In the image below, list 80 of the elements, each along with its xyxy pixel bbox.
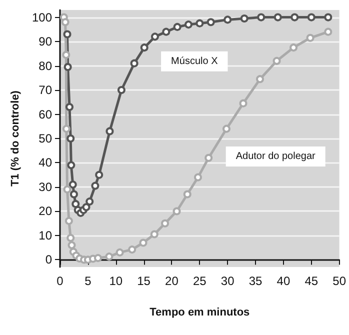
point [82, 203, 90, 212]
point [290, 13, 299, 22]
point [63, 30, 72, 38]
point [70, 190, 78, 198]
point [68, 180, 77, 189]
y-tick-label: 70 [38, 83, 52, 98]
x-tick-label: 40 [276, 274, 290, 288]
point [63, 185, 72, 194]
y-tick-label: 80 [38, 58, 52, 73]
point [150, 230, 158, 238]
point [61, 18, 70, 26]
series-label: Adutor do polegar [236, 150, 316, 162]
x-tick-label: 20 [165, 274, 179, 288]
x-tick-label: 50 [332, 274, 346, 288]
y-tick-label: 50 [38, 132, 52, 146]
point [64, 62, 72, 71]
point [94, 254, 102, 262]
x-tick-label: 10 [109, 274, 123, 288]
point [173, 22, 182, 31]
point [196, 19, 204, 28]
point [206, 18, 215, 26]
y-tick-label: 30 [38, 180, 52, 194]
point [117, 86, 126, 94]
point [67, 161, 76, 170]
point [86, 198, 94, 206]
point [68, 241, 76, 250]
x-axis-title: Tempo em minutos [150, 306, 250, 318]
point [62, 124, 70, 133]
y-axis-title: T1 (% do controle) [10, 90, 22, 186]
point [172, 207, 181, 216]
point [239, 99, 248, 108]
point [91, 182, 100, 190]
point [274, 13, 282, 22]
y-tick-label: 100 [32, 10, 52, 24]
point [95, 170, 104, 179]
point [64, 216, 73, 225]
x-tick-label: 45 [304, 274, 318, 288]
point [272, 56, 281, 65]
point [116, 248, 124, 256]
point [240, 14, 248, 22]
point [130, 59, 138, 68]
y-tick-label: 0 [45, 252, 52, 267]
point [324, 28, 332, 36]
point [194, 173, 202, 182]
x-tick-label: 5 [84, 274, 92, 288]
point [224, 16, 232, 24]
point [184, 20, 192, 29]
point [222, 124, 230, 133]
point [161, 219, 170, 228]
point [105, 252, 114, 261]
x-tick-label: 0 [56, 274, 64, 288]
point [324, 13, 332, 22]
text: Músculo X [171, 56, 218, 67]
x-tick-label: 30 [220, 274, 235, 288]
y-tick-label: 40 [38, 156, 52, 170]
x-tick-label: 25 [192, 274, 207, 288]
point [66, 102, 74, 111]
y-tick-label: 90 [38, 34, 52, 49]
point [306, 34, 314, 42]
point [290, 44, 298, 52]
point [62, 50, 70, 59]
point [256, 75, 264, 84]
y-tick-label: 60 [38, 107, 52, 122]
y-tick-label: 20 [38, 204, 52, 218]
point [183, 190, 192, 198]
x-tick-label: 15 [137, 274, 151, 288]
point [66, 234, 75, 242]
point [128, 246, 136, 254]
point [140, 44, 148, 52]
x-tick-label: 35 [248, 274, 263, 288]
point [162, 28, 170, 36]
point [66, 134, 75, 142]
point [106, 127, 114, 136]
y-tick-label: 10 [38, 228, 52, 242]
point [204, 154, 213, 162]
point [257, 13, 266, 22]
point [72, 200, 80, 208]
point [150, 32, 159, 41]
point [307, 13, 316, 22]
point [139, 238, 148, 247]
